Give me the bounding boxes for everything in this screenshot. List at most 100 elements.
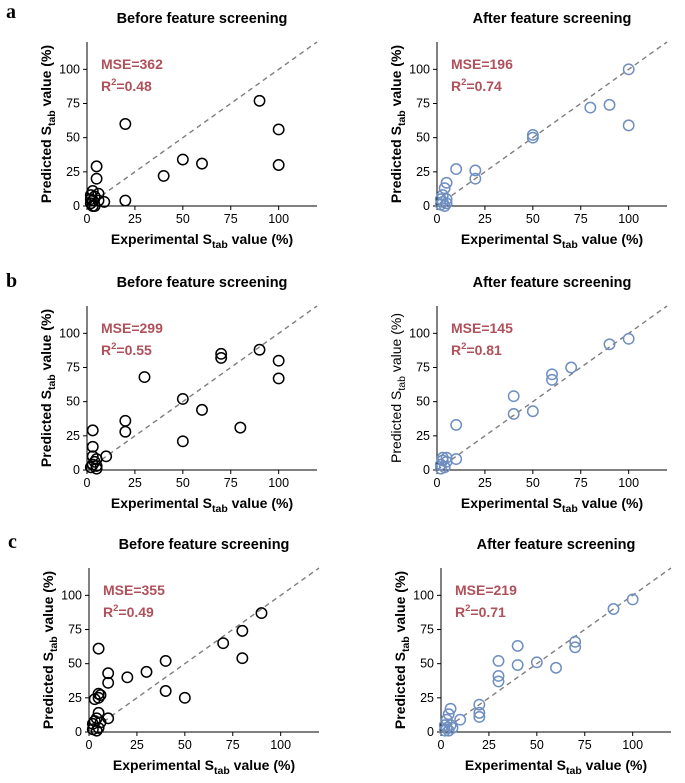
data-point [607,603,620,615]
x-axis-label: Experimental Stab value (%) [461,231,643,251]
x-tick-label: 0 [434,212,441,226]
data-point [626,593,639,606]
data-point [454,713,467,726]
identity-diagonal [440,567,672,733]
data-point [176,153,189,166]
mse-label: MSE=196 [451,56,513,72]
data-point [444,719,457,732]
y-tick-label: 0 [73,199,80,213]
data-point [86,424,99,437]
y-tick-label: 100 [59,62,80,76]
chart-b-after: After feature screening 0 25 50 75 100 0 25 50 75… [388,275,668,515]
y-tick-label: 100 [409,62,430,76]
data-point [92,642,105,655]
data-point [236,624,249,637]
r2-label: R2=0.74 [451,77,502,94]
y-axis-label: Predicted Stab value (%) [388,45,408,203]
data-point [526,131,539,144]
x-tick-label: 75 [574,476,588,490]
y-tick-label: 25 [416,165,430,179]
x-axis-label: Experimental Stab value (%) [465,757,647,777]
y-tick-label: 0 [423,463,430,477]
data-point [622,119,635,132]
data-point [473,706,486,719]
y-tick-label: 0 [73,463,80,477]
data-point [440,176,453,189]
y-tick-label: 25 [66,429,80,443]
mse-label: MSE=362 [101,56,163,72]
chart-title: After feature screening [473,11,632,27]
chart-title: Before feature screening [119,537,290,553]
y-tick-label: 25 [420,691,434,705]
data-point [138,371,151,384]
data-point [92,687,105,700]
data-point [100,450,113,463]
data-point [469,164,482,177]
x-tick-label: 100 [618,212,639,226]
data-point [473,711,486,723]
x-tick-label: 75 [224,212,238,226]
y-tick-label: 100 [61,588,82,602]
data-point [492,654,505,667]
data-point [492,675,505,688]
y-tick-label: 50 [416,131,430,145]
data-point [90,172,103,185]
chart-a-before: Before feature screening 0 25 50 75 100 0 25 50 7… [38,11,318,251]
y-axis-label: Predicted Stab value (%) [38,45,58,203]
data-point [102,712,115,725]
x-axis-label: Experimental Stab value (%) [461,495,643,515]
data-point [253,94,266,107]
data-point [86,185,99,197]
x-tick-label: 75 [578,738,592,752]
data-point [569,635,582,648]
y-tick-label: 50 [68,657,82,671]
data-point [444,702,457,715]
data-point [92,691,105,704]
x-tick-label: 50 [178,738,192,752]
data-point [492,670,505,682]
x-tick-label: 75 [226,738,240,752]
y-tick-label: 0 [427,725,434,739]
data-point [255,607,268,620]
data-point [234,421,247,434]
x-tick-label: 75 [224,476,238,490]
data-point [603,98,616,111]
y-tick-label: 75 [416,361,430,375]
y-axis-label: Predicted Stab value (%) [388,313,408,463]
data-point [86,200,99,212]
data-point [119,194,132,207]
data-point [157,169,170,182]
r2-label: R2=0.48 [101,77,152,94]
y-tick-label: 75 [66,361,80,375]
y-tick-label: 75 [68,623,82,637]
data-point [119,425,132,438]
data-point [442,708,455,721]
x-tick-label: 25 [130,738,144,752]
y-tick-label: 100 [413,588,434,602]
data-point [622,332,635,345]
data-point [507,390,520,403]
data-point [272,372,285,385]
chart-c-before: Before feature screening 0 25 50 75 100 0 25 50 7… [40,537,320,777]
data-point [584,101,597,114]
data-point [511,639,524,652]
data-point [92,721,105,734]
data-point [272,159,285,171]
data-point [178,691,191,704]
data-point [507,408,520,420]
data-point [450,418,463,431]
data-point [272,354,285,367]
x-tick-label: 25 [128,212,142,226]
data-point [440,193,453,206]
mse-label: MSE=219 [455,582,517,598]
data-point [102,676,115,689]
x-tick-label: 50 [526,212,540,226]
x-tick-label: 50 [176,212,190,226]
data-point [272,123,285,136]
chart-title: After feature screening [477,537,636,553]
y-tick-label: 50 [66,395,80,409]
y-tick-label: 75 [416,97,430,111]
data-point [119,414,132,427]
x-tick-label: 100 [622,738,643,752]
data-point [438,182,451,195]
